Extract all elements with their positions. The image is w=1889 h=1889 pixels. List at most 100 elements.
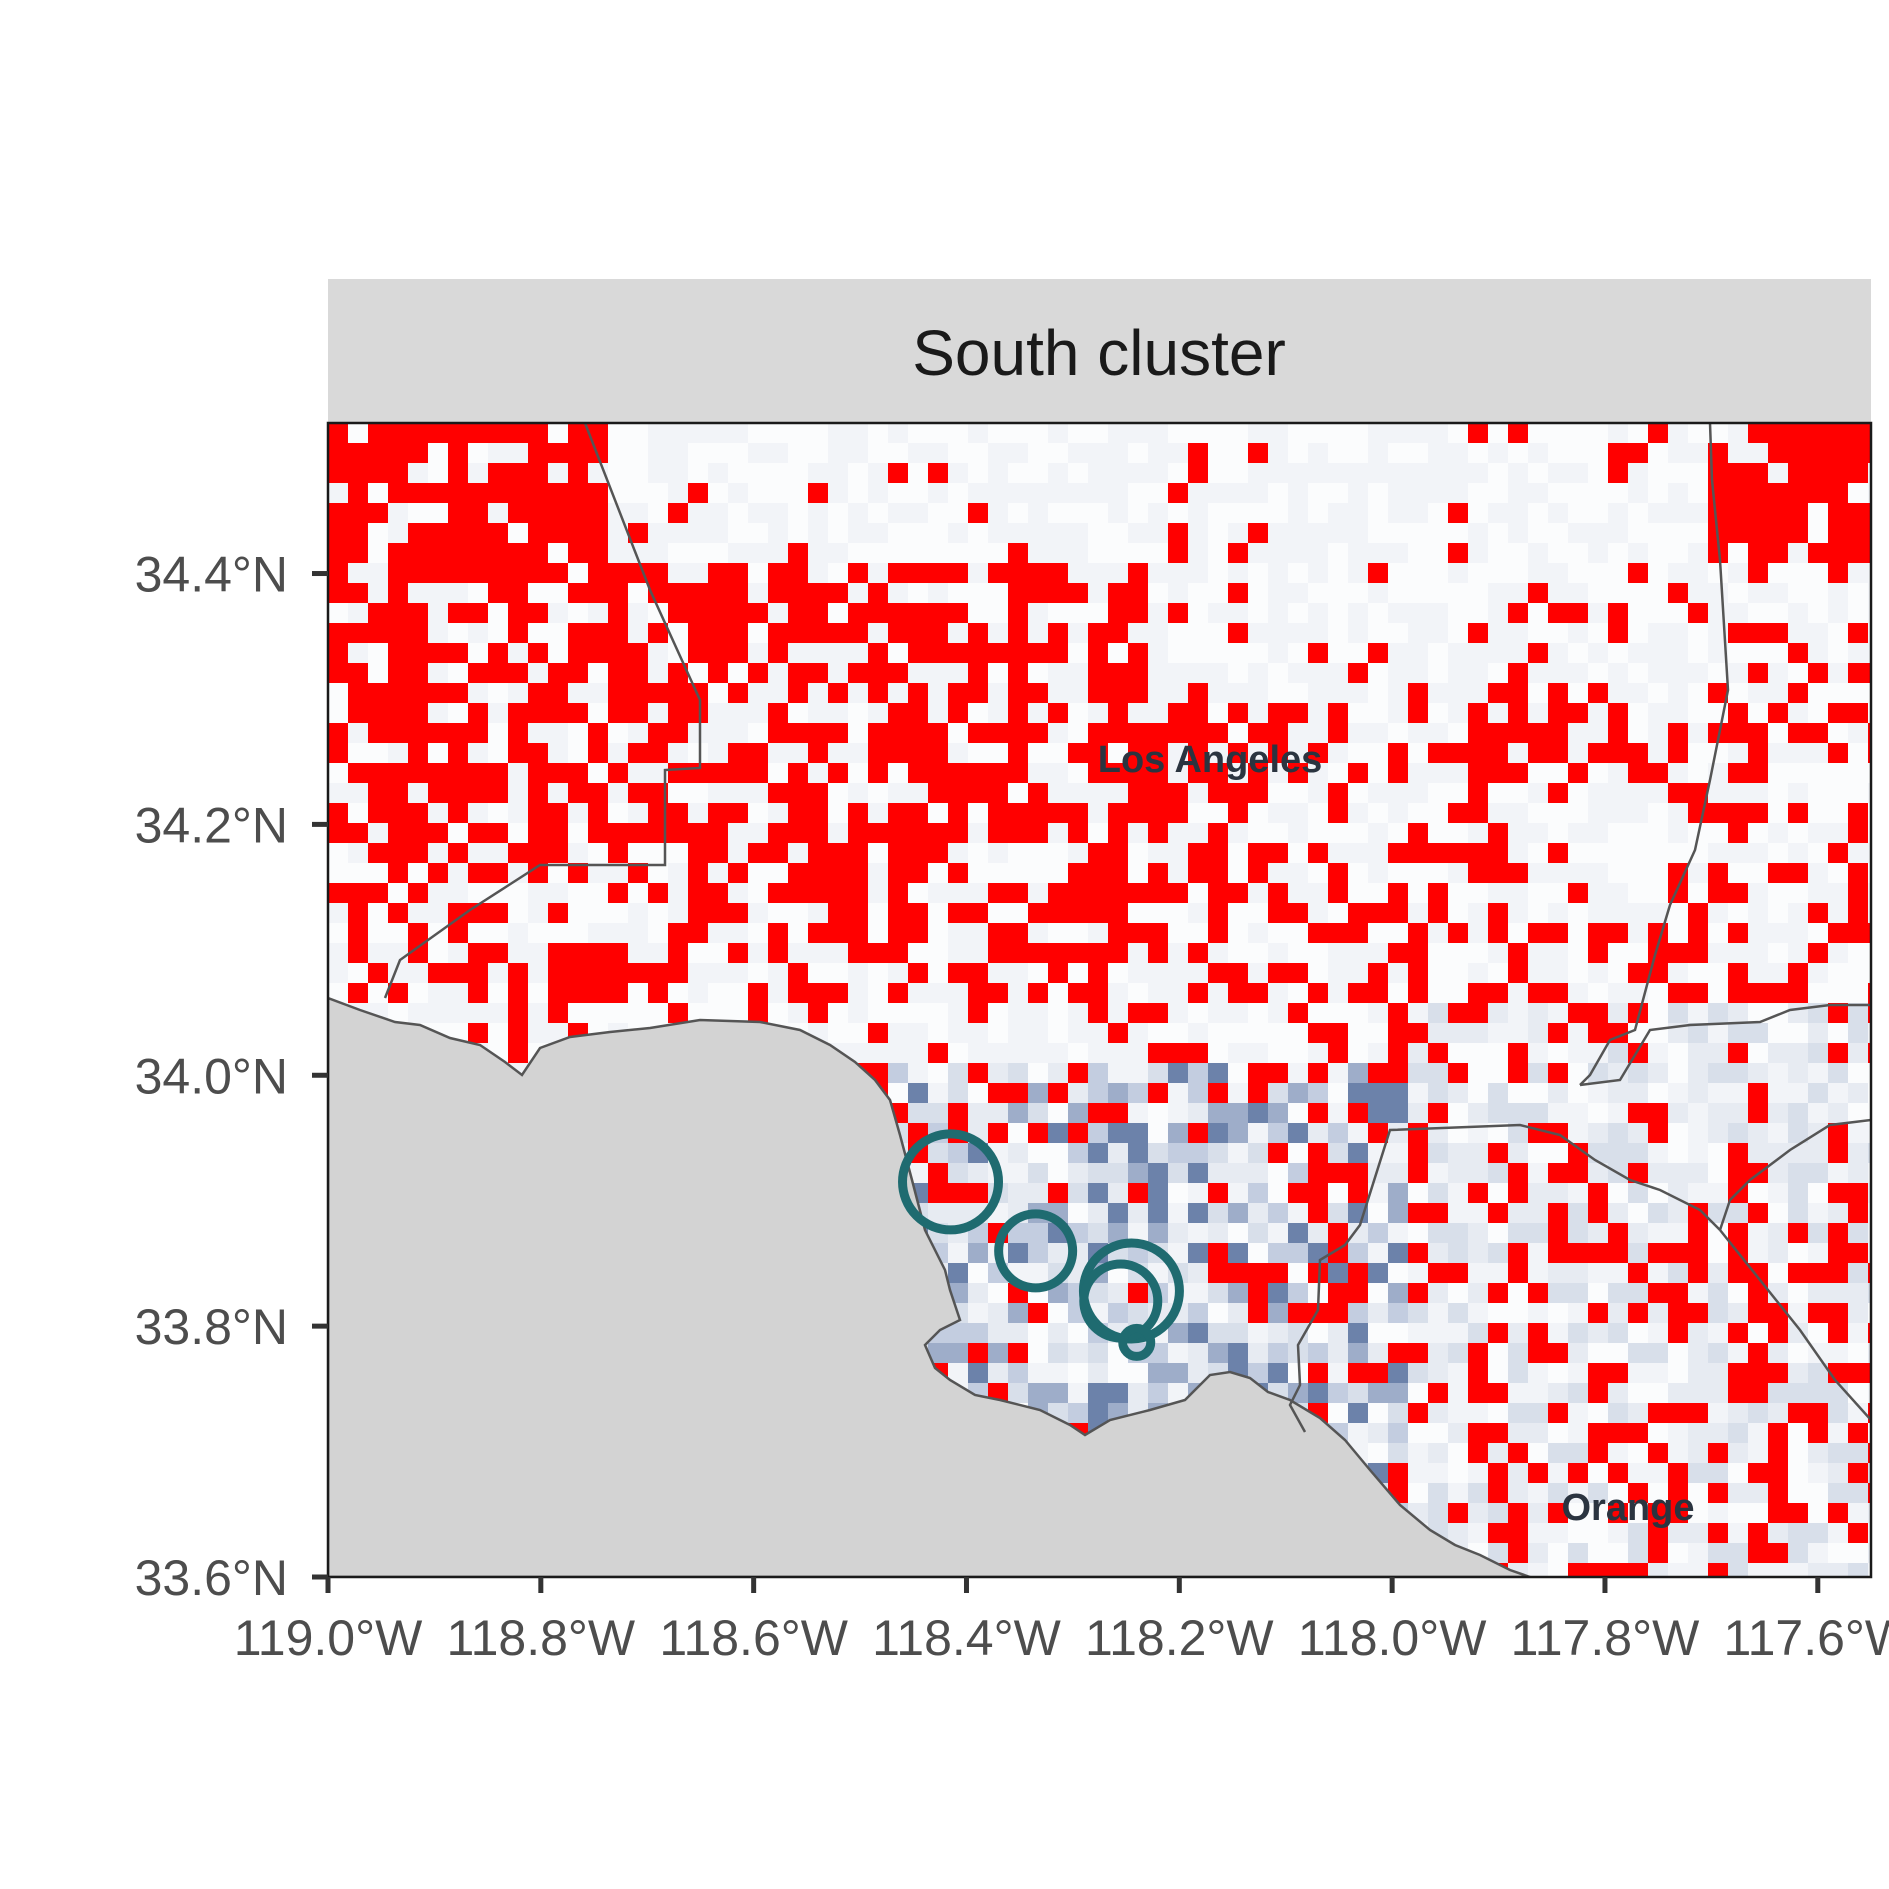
tract-cell [1728, 1363, 1748, 1383]
tract-cell [1388, 543, 1408, 563]
tract-cell [1568, 1463, 1588, 1483]
tract-cell [888, 663, 908, 683]
tract-cell [1608, 743, 1628, 763]
tract-cell [368, 723, 388, 743]
tract-cell [1228, 663, 1248, 683]
tract-cell [348, 903, 368, 923]
tract-cell [948, 643, 968, 663]
tract-cell [1848, 563, 1868, 583]
tract-cell [1628, 543, 1648, 563]
tract-cell [1668, 1143, 1688, 1163]
tract-cell [1108, 1123, 1128, 1143]
tract-cell [1068, 803, 1088, 823]
tract-cell [1668, 963, 1688, 983]
tract-cell [1048, 763, 1068, 783]
tract-cell [1808, 543, 1828, 563]
tract-cell [828, 443, 848, 463]
tract-cell [1248, 683, 1268, 703]
tract-cell [1868, 1243, 1871, 1263]
tract-cell [1808, 1023, 1828, 1043]
tract-cell [1868, 823, 1871, 843]
tract-cell [488, 743, 508, 763]
tract-cell [668, 523, 688, 543]
tract-cell [808, 603, 828, 623]
tract-cell [1008, 1343, 1028, 1363]
tract-cell [328, 803, 348, 823]
tract-cell [1688, 783, 1708, 803]
tract-cell [1728, 1103, 1748, 1123]
tract-cell [1128, 823, 1148, 843]
tract-cell [968, 763, 988, 783]
tract-cell [648, 523, 668, 543]
tract-cell [488, 863, 508, 883]
tract-cell [1668, 1183, 1688, 1203]
tract-cell [1428, 743, 1448, 763]
tract-cell [1548, 1343, 1568, 1363]
tract-cell [1068, 463, 1088, 483]
tract-cell [1548, 1263, 1568, 1283]
tract-cell [468, 503, 488, 523]
tract-cell [1468, 783, 1488, 803]
tract-cell [1408, 603, 1428, 623]
tract-cell [1168, 683, 1188, 703]
tract-cell [768, 923, 788, 943]
tract-cell [1808, 1103, 1828, 1123]
tract-cell [1668, 1263, 1688, 1283]
tract-cell [748, 663, 768, 683]
tract-cell [1368, 1443, 1388, 1463]
tract-cell [1368, 423, 1388, 443]
tract-cell [1528, 1223, 1548, 1243]
tract-cell [788, 623, 808, 643]
tract-cell [1108, 1303, 1128, 1323]
tract-cell [948, 1203, 968, 1223]
tract-cell [1248, 643, 1268, 663]
tract-cell [1388, 1003, 1408, 1023]
tract-cell [1308, 1223, 1328, 1243]
tract-cell [1588, 923, 1608, 943]
tract-cell [1208, 903, 1228, 923]
tract-cell [788, 563, 808, 583]
tract-cell [1448, 823, 1468, 843]
tract-cell [628, 703, 648, 723]
tract-cell [908, 1083, 928, 1103]
tract-cell [1768, 1203, 1788, 1223]
tract-cell [1248, 703, 1268, 723]
tract-cell [728, 503, 748, 523]
tract-cell [928, 743, 948, 763]
tract-cell [1028, 1383, 1048, 1403]
tract-cell [928, 803, 948, 823]
tract-cell [1648, 683, 1668, 703]
tract-cell [1488, 1083, 1508, 1103]
tract-cell [1828, 1103, 1848, 1123]
tract-cell [748, 583, 768, 603]
tract-cell [1248, 923, 1268, 943]
tract-cell [1188, 1203, 1208, 1223]
tract-cell [348, 483, 368, 503]
tract-cell [1148, 1083, 1168, 1103]
tract-cell [448, 503, 468, 523]
tract-cell [1508, 1023, 1528, 1043]
tract-cell [348, 463, 368, 483]
tract-cell [1388, 763, 1408, 783]
tract-cell [868, 823, 888, 843]
tract-cell [408, 623, 428, 643]
tract-cell [1388, 943, 1408, 963]
tract-cell [1448, 1483, 1468, 1503]
tract-cell [1508, 1323, 1528, 1343]
tract-cell [1608, 1203, 1628, 1223]
tract-cell [1148, 923, 1168, 943]
tract-cell [668, 863, 688, 883]
tract-cell [1068, 923, 1088, 943]
tract-cell [1588, 503, 1608, 523]
tract-cell [1828, 1023, 1848, 1043]
tract-cell [1048, 743, 1068, 763]
tract-cell [1468, 683, 1488, 703]
tract-cell [1228, 563, 1248, 583]
tract-cell [1548, 1443, 1568, 1463]
tract-cell [1788, 643, 1808, 663]
tract-cell [1768, 683, 1788, 703]
tract-cell [648, 643, 668, 663]
tract-cell [408, 583, 428, 603]
tract-cell [428, 803, 448, 823]
tract-cell [548, 823, 568, 843]
